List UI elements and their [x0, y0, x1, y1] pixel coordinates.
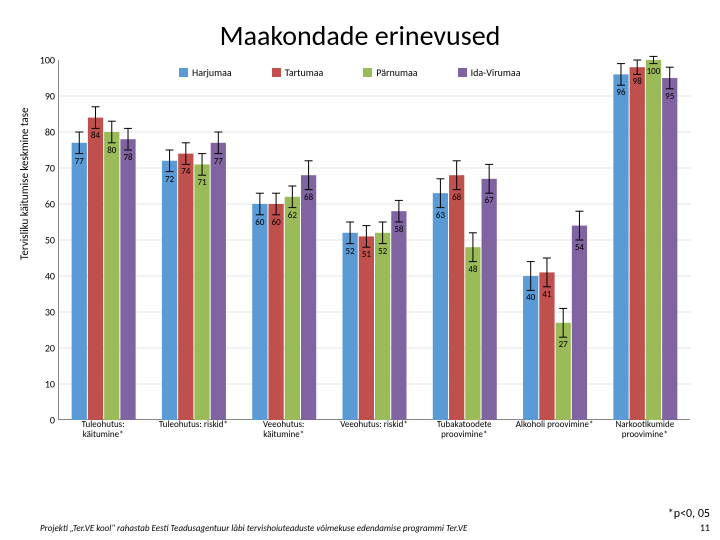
- bar-value: 98: [633, 76, 642, 87]
- bar: [646, 60, 661, 420]
- bar-value: 96: [616, 87, 625, 98]
- bar-value: 68: [304, 192, 313, 203]
- bar-value: 60: [272, 217, 281, 228]
- p-note: *p<0, 05 11: [668, 507, 710, 534]
- y-tick: 30: [37, 306, 55, 319]
- bar: [252, 204, 267, 420]
- y-tick: 10: [37, 378, 55, 391]
- bar: [268, 204, 283, 420]
- y-tick: 50: [37, 234, 55, 247]
- x-label: Tuleohutus: käitumine*: [63, 420, 143, 440]
- bar-value: 68: [452, 192, 461, 203]
- legend-item: Harjumaa: [179, 66, 232, 79]
- bar-value: 80: [107, 145, 116, 156]
- y-tick: 100: [37, 54, 55, 67]
- y-tick: 40: [37, 270, 55, 283]
- legend-label: Harjumaa: [192, 66, 232, 79]
- bar-value: 40: [526, 292, 535, 303]
- legend-swatch: [363, 68, 372, 77]
- bar: [178, 154, 193, 420]
- legend-swatch: [458, 68, 467, 77]
- bar-value: 48: [468, 264, 477, 275]
- x-label: Alkoholi proovimine*: [515, 420, 595, 430]
- bar-value: 27: [559, 339, 568, 350]
- bar-value: 72: [165, 174, 174, 185]
- bar: [449, 175, 464, 420]
- bar-value: 54: [575, 242, 584, 253]
- y-tick: 80: [37, 126, 55, 139]
- bar-value: 60: [255, 217, 264, 228]
- bar: [572, 226, 587, 420]
- bar-value: 52: [378, 246, 387, 257]
- bar-value: 95: [665, 91, 674, 102]
- bar: [662, 78, 677, 420]
- bar: [630, 67, 645, 420]
- bar: [120, 139, 135, 420]
- legend-swatch: [179, 68, 188, 77]
- legend: Harjumaa Tartumaa Pärnumaa Ida-Virumaa: [179, 66, 521, 79]
- legend-label: Tartumaa: [285, 66, 324, 79]
- bar: [72, 143, 87, 420]
- y-tick: 60: [37, 198, 55, 211]
- bar: [482, 179, 497, 420]
- bar-value: 77: [214, 156, 223, 167]
- bar-value: 77: [75, 156, 84, 167]
- bar-value: 58: [394, 224, 403, 235]
- y-axis-label: Tervisliku käitumise keskmine tase: [18, 108, 31, 260]
- bar-value: 84: [91, 130, 100, 141]
- bar-value: 62: [288, 210, 297, 221]
- x-axis-labels: Tuleohutus: käitumine* Tuleohutus: riskid…: [58, 420, 690, 450]
- bar: [88, 118, 103, 420]
- legend-label: Pärnumaa: [376, 66, 417, 79]
- bar-value: 63: [436, 210, 445, 221]
- bar: [162, 161, 177, 420]
- y-tick: 0: [37, 414, 55, 427]
- bar: [211, 143, 226, 420]
- chart-title: Maakondade erinevused: [0, 0, 720, 53]
- x-label: Veeohutus: käitumine*: [244, 420, 324, 440]
- legend-item: Pärnumaa: [363, 66, 417, 79]
- bar: [375, 233, 390, 420]
- bar-value: 51: [362, 249, 371, 260]
- bar: [342, 233, 357, 420]
- bar-value: 74: [181, 166, 190, 177]
- chart-area: Tervisliku käitumise keskmine tase Harju…: [30, 60, 690, 490]
- x-label: Tubakatoodete proovimine*: [424, 420, 504, 440]
- bar: [285, 197, 300, 420]
- bar-value: 100: [647, 66, 661, 77]
- bar-value: 67: [485, 195, 494, 206]
- footer-text: Projekti „Ter.VE kool" rahastab Eesti Te…: [40, 523, 467, 534]
- y-tick: 90: [37, 90, 55, 103]
- bar: [433, 193, 448, 420]
- legend-item: Ida-Virumaa: [458, 66, 521, 79]
- x-label: Veeohutus: riskid*: [334, 420, 414, 430]
- y-tick: 20: [37, 342, 55, 355]
- bar-value: 78: [123, 152, 132, 163]
- bar-value: 41: [542, 289, 551, 300]
- x-label: Tuleohutus: riskid*: [153, 420, 233, 430]
- bar-value: 52: [346, 246, 355, 257]
- y-tick: 70: [37, 162, 55, 175]
- bar: [301, 175, 316, 420]
- page-number: 11: [668, 521, 710, 534]
- plot-area: HarjumaaTartumaaPärnumaaIda-Virumaa 0102…: [58, 60, 690, 420]
- p-value: *p<0, 05: [668, 507, 710, 521]
- bar-value: 71: [197, 177, 206, 188]
- bar: [613, 74, 628, 420]
- bar: [194, 164, 209, 420]
- legend-item: Tartumaa: [272, 66, 324, 79]
- legend-swatch: [272, 68, 281, 77]
- x-label: Narkootikumide proovimine*: [605, 420, 685, 440]
- legend-label: Ida-Virumaa: [471, 66, 521, 79]
- bar: [359, 236, 374, 420]
- bar: [391, 211, 406, 420]
- bar: [104, 132, 119, 420]
